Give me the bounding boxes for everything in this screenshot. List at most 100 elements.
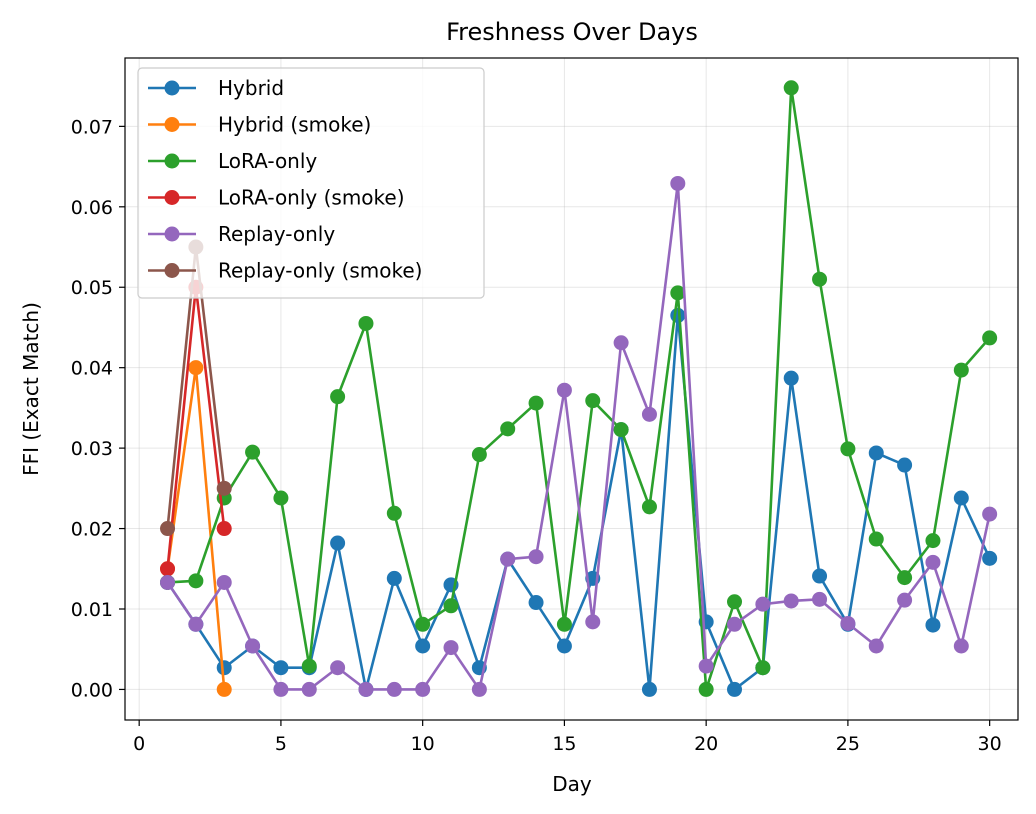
- x-tick-label: 15: [552, 733, 576, 755]
- y-tick-label: 0.00: [71, 679, 113, 701]
- data-point: [613, 335, 629, 351]
- x-tick-label: 5: [275, 733, 287, 755]
- data-point: [641, 681, 657, 697]
- data-point: [528, 595, 544, 611]
- data-point: [358, 315, 374, 331]
- data-point: [953, 490, 969, 506]
- chart-title: Freshness Over Days: [446, 18, 698, 46]
- legend-marker: [164, 153, 180, 169]
- plot-frame: [124, 57, 1019, 721]
- data-point: [982, 330, 998, 346]
- data-point: [556, 382, 572, 398]
- legend-marker: [164, 190, 180, 205]
- data-point: [783, 370, 799, 386]
- data-point: [585, 393, 601, 409]
- x-tick-label: 10: [411, 733, 435, 755]
- data-point: [641, 406, 657, 422]
- legend-marker: [164, 226, 180, 242]
- data-point: [897, 457, 913, 473]
- data-point: [925, 554, 941, 570]
- data-point: [755, 596, 771, 612]
- data-point: [386, 681, 402, 697]
- data-point: [500, 551, 516, 567]
- data-point: [500, 421, 516, 437]
- data-point: [982, 506, 998, 522]
- data-point: [897, 570, 913, 586]
- data-point: [953, 638, 969, 654]
- legend-marker: [164, 117, 180, 132]
- x-tick-label: 30: [978, 733, 1002, 755]
- data-point: [216, 521, 232, 537]
- x-tick-label: 0: [133, 733, 145, 755]
- data-point: [415, 681, 431, 697]
- data-point: [358, 681, 374, 697]
- legend-label: LoRA-only: [218, 149, 317, 173]
- data-point: [330, 660, 346, 676]
- data-point: [245, 444, 261, 460]
- data-point: [471, 447, 487, 463]
- data-point: [868, 531, 884, 547]
- x-tick-label: 20: [694, 733, 718, 755]
- data-point: [443, 598, 459, 614]
- data-point: [245, 638, 261, 654]
- data-point: [641, 499, 657, 515]
- data-point: [386, 570, 402, 586]
- y-tick-label: 0.05: [71, 277, 113, 299]
- data-point: [727, 616, 743, 632]
- data-point: [755, 660, 771, 676]
- y-tick-label: 0.07: [71, 116, 113, 138]
- data-point: [330, 389, 346, 405]
- data-point: [783, 80, 799, 96]
- data-point: [812, 591, 828, 607]
- data-point: [216, 480, 232, 496]
- data-point: [273, 660, 289, 676]
- data-point: [897, 592, 913, 608]
- legend-item: LoRA-only (smoke): [148, 186, 405, 210]
- data-point: [925, 617, 941, 633]
- y-tick-label: 0.02: [71, 519, 113, 541]
- legend-item: Hybrid (smoke): [148, 113, 371, 137]
- data-point: [188, 616, 204, 632]
- data-point: [216, 681, 232, 697]
- data-point: [386, 505, 402, 521]
- data-point: [585, 614, 601, 630]
- data-point: [528, 395, 544, 411]
- data-point: [727, 594, 743, 610]
- data-point: [188, 360, 204, 376]
- y-axis-label: FFI (Exact Match): [19, 302, 43, 476]
- data-point: [670, 175, 686, 191]
- data-point: [556, 638, 572, 654]
- data-point: [812, 568, 828, 584]
- legend: Hybrid Hybrid (smoke) LoRA-only LoRA-only (…: [137, 67, 485, 299]
- data-point: [670, 285, 686, 301]
- legend-box: [137, 67, 485, 299]
- y-tick-label: 0.01: [71, 599, 113, 621]
- data-point: [160, 561, 176, 577]
- data-point: [698, 658, 714, 674]
- data-point: [868, 445, 884, 461]
- legend-label: Replay-only (smoke): [218, 259, 422, 283]
- y-axis: 0.00 0.01 0.02 0.03 0.04 0.05 0.06 0.07: [71, 116, 125, 701]
- data-point: [556, 616, 572, 632]
- legend-label: Replay-only: [218, 222, 335, 246]
- data-point: [273, 681, 289, 697]
- data-point: [727, 681, 743, 697]
- legend-marker: [164, 80, 180, 96]
- data-point: [528, 549, 544, 565]
- legend-label: Hybrid (smoke): [218, 113, 371, 137]
- y-tick-label: 0.06: [71, 197, 113, 219]
- series-4: [160, 175, 998, 697]
- x-tick-label: 25: [836, 733, 860, 755]
- data-point: [301, 681, 317, 697]
- data-point: [160, 574, 176, 590]
- data-point: [415, 638, 431, 654]
- legend-item: LoRA-only: [148, 149, 317, 173]
- legend-label: Hybrid: [218, 76, 284, 100]
- series-layer: [160, 80, 998, 697]
- data-point: [840, 441, 856, 457]
- legend-item: Replay-only: [148, 222, 335, 246]
- y-tick-label: 0.04: [71, 358, 113, 380]
- data-point: [188, 573, 204, 589]
- data-point: [273, 490, 289, 506]
